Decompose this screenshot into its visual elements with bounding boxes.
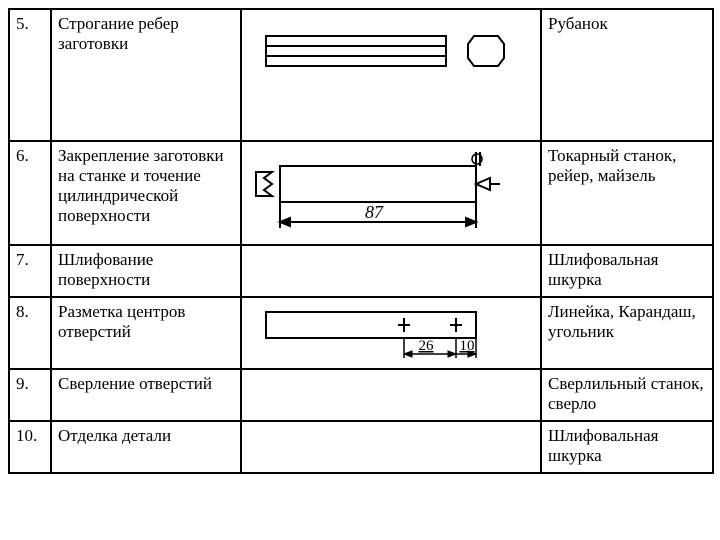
table-row: 6. Закрепление заготовки на станке и точ… bbox=[9, 141, 713, 245]
table-body: 5. Строгание ребер заготовки Рубанок 6. … bbox=[9, 9, 713, 473]
diagram-marking: 26 10 bbox=[246, 304, 536, 364]
process-table: 5. Строгание ребер заготовки Рубанок 6. … bbox=[8, 8, 714, 474]
operation-cell: Закрепление заготовки на станке и точени… bbox=[51, 141, 241, 245]
diagram-cell bbox=[241, 9, 541, 141]
operation-cell: Разметка центров отверстий bbox=[51, 297, 241, 369]
dimension-label: 87 bbox=[365, 202, 384, 222]
diagram-cell bbox=[241, 245, 541, 297]
operation-cell: Сверление отверстий bbox=[51, 369, 241, 421]
row-number: 10. bbox=[9, 421, 51, 473]
tool-cell: Токарный станок, рейер, майзель bbox=[541, 141, 713, 245]
tool-cell: Шлифовальная шкурка bbox=[541, 245, 713, 297]
operation-cell: Отделка детали bbox=[51, 421, 241, 473]
tool-cell: Рубанок bbox=[541, 9, 713, 141]
row-number: 6. bbox=[9, 141, 51, 245]
row-number: 9. bbox=[9, 369, 51, 421]
diagram-cell: 87 bbox=[241, 141, 541, 245]
diagram-turning: 87 bbox=[246, 148, 536, 240]
table-row: 8. Разметка центров отверстий bbox=[9, 297, 713, 369]
row-number: 5. bbox=[9, 9, 51, 141]
diagram-planing bbox=[246, 16, 536, 136]
table-row: 9. Сверление отверстий Сверлильный стано… bbox=[9, 369, 713, 421]
table-row: 7. Шлифование поверхности Шлифовальная ш… bbox=[9, 245, 713, 297]
row-number: 7. bbox=[9, 245, 51, 297]
diagram-cell bbox=[241, 421, 541, 473]
tool-cell: Шлифовальная шкурка bbox=[541, 421, 713, 473]
table-row: 5. Строгание ребер заготовки Рубанок bbox=[9, 9, 713, 141]
dimension-label: 10 bbox=[460, 338, 475, 354]
diagram-cell: 26 10 bbox=[241, 297, 541, 369]
dimension-label: 26 bbox=[419, 338, 435, 354]
diagram-cell bbox=[241, 369, 541, 421]
tool-cell: Сверлильный станок, сверло bbox=[541, 369, 713, 421]
operation-cell: Строгание ребер заготовки bbox=[51, 9, 241, 141]
row-number: 8. bbox=[9, 297, 51, 369]
tool-cell: Линейка, Карандаш, угольник bbox=[541, 297, 713, 369]
operation-cell: Шлифование поверхности bbox=[51, 245, 241, 297]
table-row: 10. Отделка детали Шлифовальная шкурка bbox=[9, 421, 713, 473]
